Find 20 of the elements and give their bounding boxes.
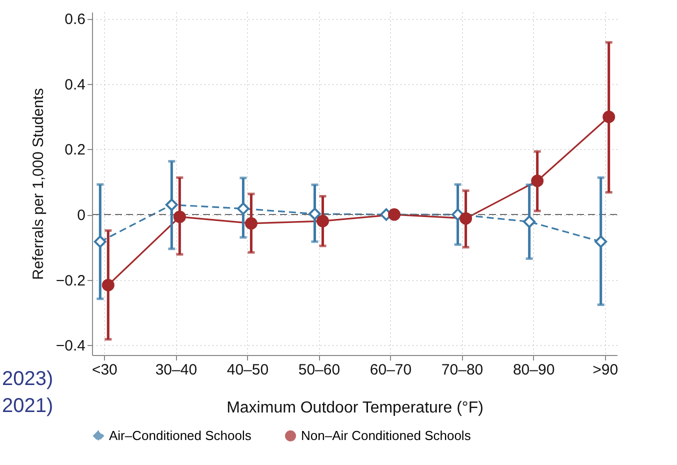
x-tick-label: 30–40	[155, 362, 198, 378]
legend-label: Non–Air Conditioned Schools	[301, 428, 472, 443]
x-tick-label: 70–80	[441, 362, 484, 378]
x-tick-label: >90	[592, 362, 618, 378]
y-tick-label: 0.4	[64, 76, 86, 94]
x-tick-label: 60–70	[370, 362, 412, 378]
x-tick-label: 80–90	[512, 362, 555, 378]
x-tick-label: 40–50	[226, 362, 269, 378]
y-tick-label: 0	[77, 207, 86, 224]
x-tick-label: 50–60	[298, 362, 340, 378]
y-tick-label: −0.2	[56, 272, 86, 290]
text: 2021)	[2, 394, 54, 419]
legend-label: Air–Conditioned Schools	[109, 428, 252, 443]
y-axis-title: Referrals per 1,000 Students	[30, 88, 47, 280]
text: 2023)	[2, 367, 54, 392]
y-tick-label: −0.4	[56, 338, 86, 355]
y-tick-label: 0.6	[64, 11, 86, 28]
x-tick-label: <30	[92, 362, 118, 378]
y-tick-label: 0.2	[64, 142, 86, 159]
x-axis-title: Maximum Outdoor Temperature (°F)	[226, 400, 484, 416]
